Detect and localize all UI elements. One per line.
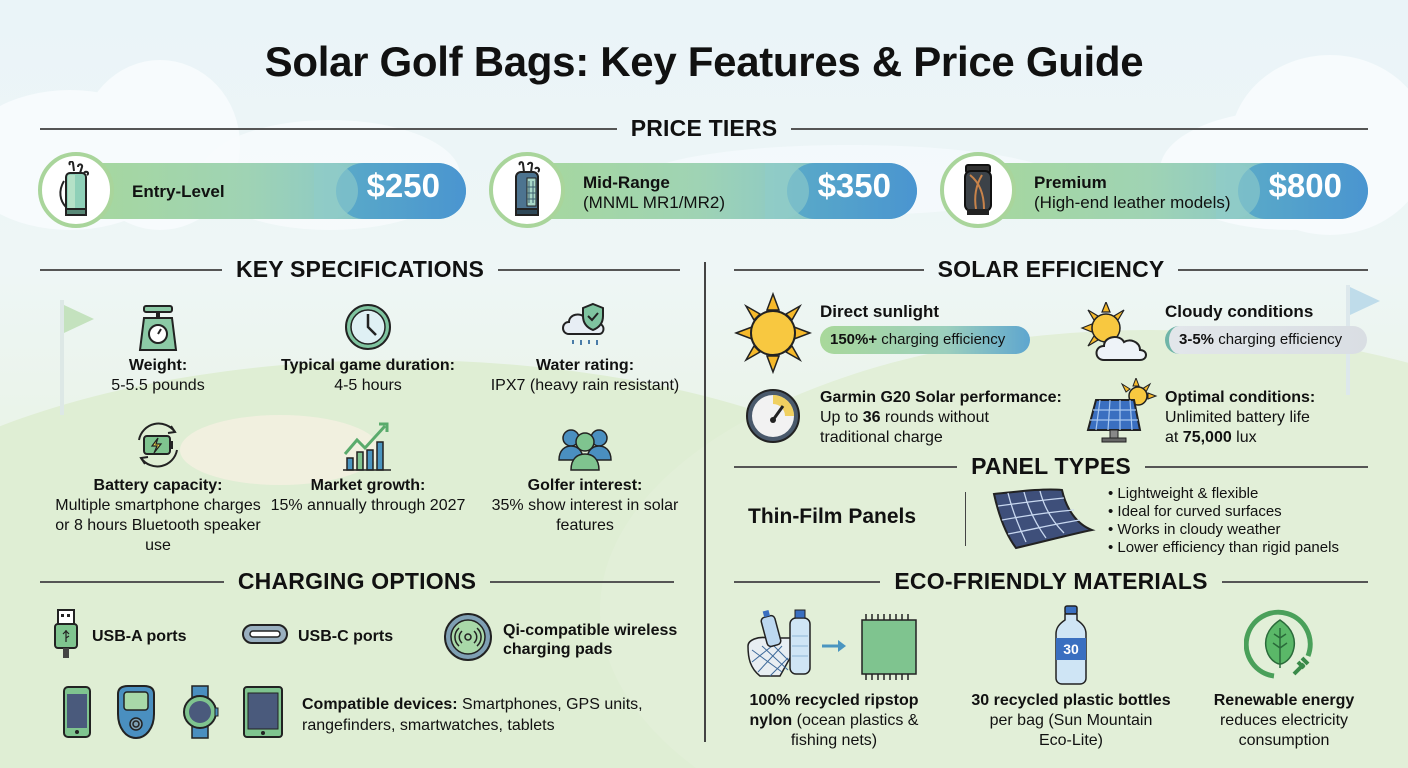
battery-recharge-icon (48, 416, 268, 472)
panel-feature: Works in cloudy weather (1108, 521, 1339, 539)
smartwatch-icon (180, 684, 220, 745)
section-header-price-tiers: PRICE TIERS (40, 115, 1368, 142)
tier-subtitle: (High-end leather models) (1034, 193, 1231, 212)
section-title: PANEL TYPES (971, 453, 1131, 479)
section-header-charging-options: CHARGING OPTIONS (40, 568, 675, 595)
divider (791, 127, 1368, 130)
golf-bag-light-icon (38, 152, 114, 228)
panel-type-name: Thin-Film Panels (748, 505, 917, 528)
garmin-performance: Garmin G20 Solar performance: Up to 36 r… (820, 389, 1062, 446)
tier-entry-level: Entry-Level $250 (38, 152, 466, 228)
section-header-panel-types: PANEL TYPES (734, 453, 1368, 480)
partly-cloudy-icon (1078, 300, 1160, 369)
eco-renewable-energy: Renewable energy reduces electricity con… (1213, 692, 1355, 749)
direct-sunlight-efficiency: 150%+ charging efficiency (820, 326, 1030, 354)
spec-value: 5-5.5 pounds (111, 377, 205, 394)
spec-value: 4-5 hours (334, 377, 402, 394)
usb-c-icon (242, 624, 288, 649)
rain-shield-icon (475, 296, 695, 352)
spec-label: Battery capacity: (93, 477, 223, 494)
optimal-conditions: Optimal conditions: Unlimited battery li… (1165, 389, 1316, 446)
section-header-solar-efficiency: SOLAR EFFICIENCY (734, 256, 1369, 283)
charging-usb-c: USB-C ports (242, 624, 393, 649)
clock-icon (258, 296, 478, 352)
spec-value: Multiple smartphone charges or 8 hours B… (55, 497, 261, 554)
panel-feature: Lightweight & flexible (1108, 485, 1339, 503)
section-header-key-specifications: KEY SPECIFICATIONS (40, 256, 680, 283)
panel-features-list: Lightweight & flexible Ideal for curved … (1108, 485, 1339, 557)
tier-price: $350 (817, 167, 891, 204)
cloudy-conditions-title: Cloudy conditions (1165, 302, 1314, 321)
tier-name: Entry-Level (132, 182, 225, 201)
solar-panel-sun-icon (1082, 376, 1158, 451)
spec-label: Market growth: (310, 477, 426, 494)
page-title: Solar Golf Bags: Key Features & Price Gu… (264, 38, 1144, 85)
tier-name: Mid-Range (583, 173, 670, 192)
section-title: SOLAR EFFICIENCY (937, 256, 1165, 282)
usb-a-icon (52, 608, 82, 665)
spec-game-duration: Typical game duration: 4-5 hours (258, 296, 478, 396)
cloudy-conditions-efficiency: 3-5% charging efficiency (1165, 326, 1367, 354)
spec-label: Typical game duration: (281, 357, 455, 374)
tier-mid-range: Mid-Range (MNML MR1/MR2) $350 (489, 152, 917, 228)
spec-water-rating: Water rating: IPX7 (heavy rain resistant… (475, 296, 695, 396)
growth-chart-icon (258, 416, 478, 472)
spec-value: 15% annually through 2027 (270, 497, 466, 514)
charging-usb-a: USB-A ports (52, 608, 187, 665)
tier-name: Premium (1034, 173, 1107, 192)
spec-label: Weight: (128, 357, 188, 374)
renewable-energy-leaf-icon (1243, 606, 1324, 691)
gauge-icon (745, 388, 801, 449)
tier-price: $800 (1268, 167, 1342, 204)
usb-a-label: USB-A ports (92, 628, 187, 645)
column-divider (704, 262, 706, 742)
gps-unit-icon (114, 684, 158, 745)
sun-icon (733, 291, 813, 379)
smartphone-icon (62, 685, 92, 744)
spec-value: IPX7 (heavy rain resistant) (490, 377, 680, 394)
divider (40, 127, 617, 130)
spec-golfer-interest: Golfer interest: 35% show interest in so… (475, 416, 695, 536)
people-icon (475, 416, 695, 472)
qi-label-line2: charging pads (503, 640, 613, 658)
plastic-bottle-icon: 30 (1054, 604, 1088, 691)
tablet-icon (242, 685, 284, 744)
spec-label: Golfer interest: (527, 477, 643, 494)
spec-battery-capacity: Battery capacity: Multiple smartphone ch… (48, 416, 268, 556)
compat-label: Compatible devices: (302, 696, 458, 713)
panel-feature: Lower efficiency than rigid panels (1108, 539, 1339, 557)
spec-weight: Weight: 5-5.5 pounds (48, 296, 268, 396)
spec-value: 35% show interest in solar features (491, 497, 679, 534)
thin-film-panel-icon (990, 488, 1096, 555)
compatible-devices-text: Compatible devices: Smartphones, GPS uni… (302, 694, 692, 736)
tier-subtitle: (MNML MR1/MR2) (583, 193, 725, 212)
tier-premium: Premium (High-end leather models) $800 (940, 152, 1368, 228)
recycled-plastic-to-fabric-icon (744, 606, 924, 687)
section-title: CHARGING OPTIONS (237, 568, 477, 594)
scale-icon (48, 296, 268, 352)
section-title: ECO-FRIENDLY MATERIALS (894, 568, 1208, 594)
wireless-charging-pad-icon (443, 612, 493, 667)
golf-bag-leather-icon (940, 152, 1016, 228)
direct-sunlight-title: Direct sunlight (820, 302, 940, 321)
eco-recycled-bottles: 30 recycled plastic bottles per bag (Sun… (971, 692, 1171, 749)
charging-qi-wireless: Qi-compatible wireless charging pads (443, 612, 677, 667)
tier-price: $250 (366, 167, 440, 204)
divider (965, 492, 966, 546)
qi-label-line1: Qi-compatible wireless (503, 621, 678, 639)
spec-label: Water rating: (535, 357, 635, 374)
spec-market-growth: Market growth: 15% annually through 2027 (258, 416, 478, 516)
section-title: PRICE TIERS (630, 115, 778, 141)
usb-c-label: USB-C ports (298, 628, 394, 645)
section-title: KEY SPECIFICATIONS (235, 256, 485, 282)
compatible-devices-icons (62, 684, 284, 745)
compat-list: Smartphones, GPS units, rangefinders, sm… (302, 696, 643, 734)
golf-bag-solar-icon (489, 152, 565, 228)
bottle-count-badge: 30 (1063, 641, 1079, 657)
section-header-eco-friendly-materials: ECO-FRIENDLY MATERIALS (734, 568, 1368, 595)
panel-feature: Ideal for curved surfaces (1108, 503, 1339, 521)
eco-recycled-nylon: 100% recycled ripstop nylon (ocean plast… (749, 692, 919, 749)
